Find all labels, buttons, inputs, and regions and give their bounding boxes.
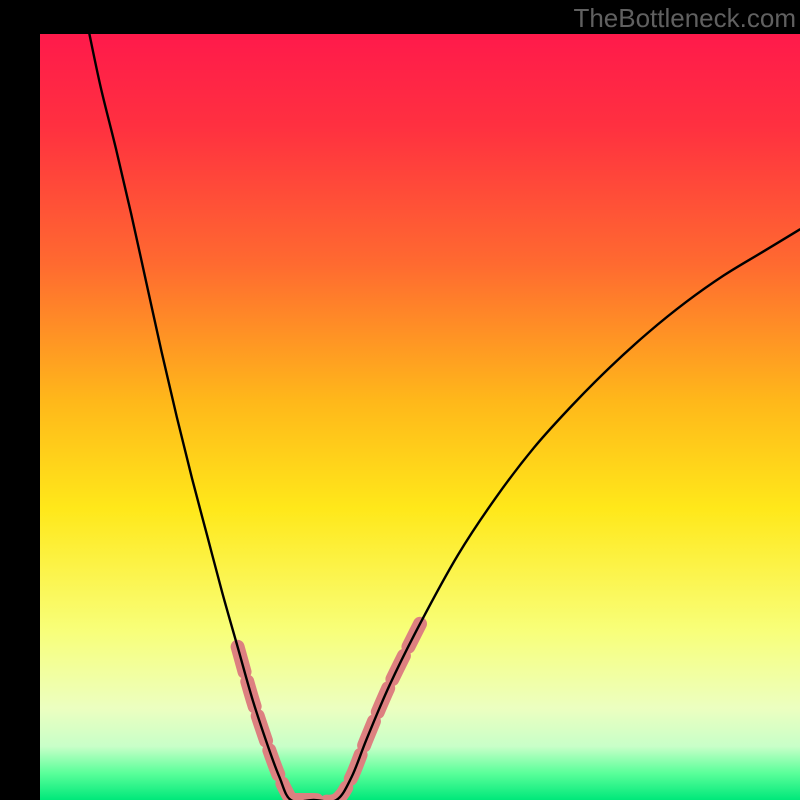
chart-canvas: TheBottleneck.com [0,0,800,800]
marker-band-right [291,624,420,800]
watermark-text: TheBottleneck.com [573,3,796,34]
marker-band-left [238,647,291,800]
bottleneck-curve [89,34,800,800]
curve-layer [40,34,800,800]
plot-area [40,34,800,800]
